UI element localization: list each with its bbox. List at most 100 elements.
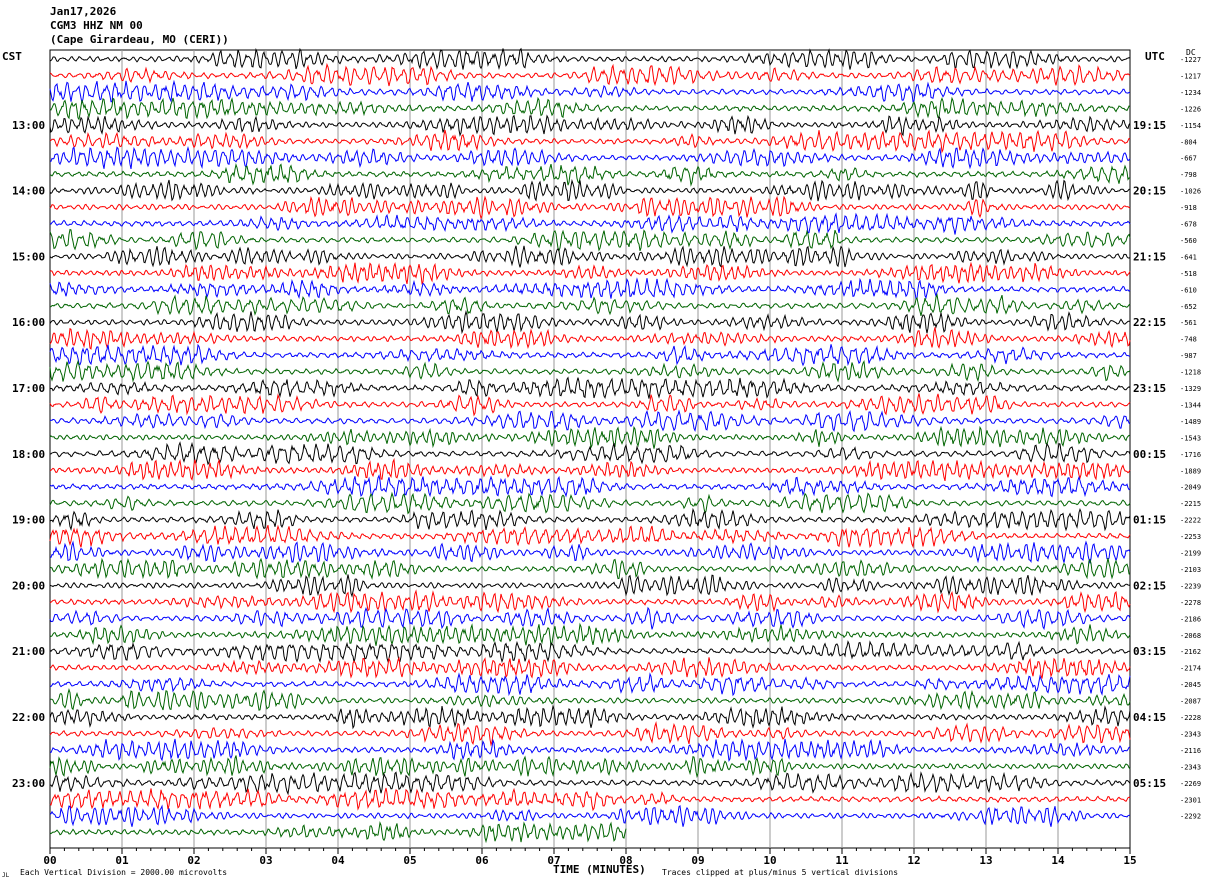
x-tick-label: 15 xyxy=(1123,854,1136,867)
seismic-trace xyxy=(49,557,1131,581)
credit-mark: JL xyxy=(2,872,10,879)
left-hour-label: 13:00 xyxy=(12,119,45,132)
seismic-trace xyxy=(49,114,1131,137)
seismic-trace xyxy=(49,195,1131,220)
right-hour-label: 19:15 xyxy=(1133,119,1166,132)
dc-offset-label: -678 xyxy=(1180,221,1197,229)
dc-offset-label: -561 xyxy=(1180,319,1197,327)
seismic-trace xyxy=(50,441,1131,466)
dc-offset-label: -2174 xyxy=(1180,665,1201,673)
dc-offset-label: -987 xyxy=(1180,352,1197,360)
x-tick-label: 01 xyxy=(115,854,129,867)
header-date: Jan17,2026 xyxy=(50,5,117,18)
dc-offset-header: DC xyxy=(1186,48,1196,57)
seismic-trace xyxy=(49,687,1131,711)
left-timezone-label: CST xyxy=(2,50,22,63)
dc-offset-label: -2215 xyxy=(1180,500,1201,508)
right-hour-label: 23:15 xyxy=(1133,382,1166,395)
dc-offset-label: -748 xyxy=(1180,336,1197,344)
x-tick-label: 11 xyxy=(835,854,849,867)
seismic-trace xyxy=(49,787,1131,812)
seismic-trace xyxy=(49,62,1131,87)
dc-offset-label: -1026 xyxy=(1180,188,1201,196)
left-hour-label: 21:00 xyxy=(12,645,45,658)
dc-offset-label: -798 xyxy=(1180,171,1197,179)
x-axis-label: TIME (MINUTES) xyxy=(553,863,646,876)
right-hour-label: 02:15 xyxy=(1133,579,1166,592)
dc-offset-label: -1543 xyxy=(1180,434,1201,442)
left-hour-label: 19:00 xyxy=(12,514,45,527)
scale-note: Each Vertical Division = 2000.00 microvo… xyxy=(20,868,228,877)
seismic-trace xyxy=(49,821,627,844)
seismic-trace xyxy=(49,228,1131,253)
dc-offset-label: -2343 xyxy=(1180,763,1201,771)
seismic-trace xyxy=(49,457,1131,482)
seismic-trace xyxy=(50,771,1131,796)
dc-offset-label: -2343 xyxy=(1180,730,1201,738)
x-tick-label: 08 xyxy=(619,854,632,867)
dc-offset-label: -560 xyxy=(1180,237,1197,245)
left-hour-label: 23:00 xyxy=(12,777,45,790)
seismic-trace xyxy=(49,343,1131,367)
right-hour-label: 22:15 xyxy=(1133,316,1166,329)
x-tick-label: 09 xyxy=(691,854,704,867)
seismic-trace xyxy=(49,640,1131,664)
seismic-trace xyxy=(49,507,1131,532)
seismic-trace xyxy=(49,409,1131,433)
x-tick-label: 05 xyxy=(403,854,416,867)
clip-note: Traces clipped at plus/minus 5 vertical … xyxy=(662,868,899,877)
seismic-trace xyxy=(49,704,1131,730)
dc-offset-label: -2116 xyxy=(1180,747,1201,755)
seismic-trace xyxy=(49,293,1131,317)
dc-offset-label: -2162 xyxy=(1180,648,1201,656)
x-tick-label: 07 xyxy=(547,854,560,867)
dc-offset-label: -610 xyxy=(1180,286,1197,294)
x-tick-label: 00 xyxy=(43,854,56,867)
dc-offset-label: -1344 xyxy=(1180,401,1201,409)
seismic-trace xyxy=(49,491,1131,515)
seismic-trace xyxy=(49,755,1131,779)
dc-offset-label: -1234 xyxy=(1180,89,1201,97)
left-hour-label: 16:00 xyxy=(12,316,45,329)
dc-offset-label: -2087 xyxy=(1180,698,1201,706)
right-hour-label: 01:15 xyxy=(1133,514,1166,527)
dc-offset-label: -918 xyxy=(1180,204,1197,212)
seismic-trace xyxy=(49,277,1131,300)
header-location: (Cape Girardeau, MO (CERI)) xyxy=(50,33,229,46)
seismic-trace xyxy=(49,656,1131,679)
x-tick-label: 10 xyxy=(763,854,776,867)
seismic-trace xyxy=(49,79,1131,103)
dc-offset-label: -1154 xyxy=(1180,122,1201,130)
dc-offset-label: -518 xyxy=(1180,270,1197,278)
dc-offset-label: -2199 xyxy=(1180,550,1201,558)
left-hour-label: 20:00 xyxy=(12,579,45,592)
dc-offset-label: -1217 xyxy=(1180,72,1201,80)
dc-offset-label: -1716 xyxy=(1180,451,1201,459)
dc-offset-label: -2239 xyxy=(1180,582,1201,590)
seismic-trace xyxy=(49,721,1131,747)
seismic-trace xyxy=(49,212,1131,235)
dc-offset-label: -641 xyxy=(1180,253,1197,261)
seismic-trace xyxy=(49,376,1131,399)
dc-offset-label: -2301 xyxy=(1180,796,1201,804)
header-station: CGM3 HHZ NM 00 xyxy=(50,19,143,32)
seismic-trace xyxy=(49,162,1131,187)
x-tick-label: 12 xyxy=(907,854,920,867)
dc-offset-label: -2068 xyxy=(1180,632,1201,640)
dc-offset-label: -1889 xyxy=(1180,467,1201,475)
dc-offset-label: -2269 xyxy=(1180,780,1201,788)
seismic-trace xyxy=(49,309,1131,335)
dc-offset-label: -652 xyxy=(1180,303,1197,311)
x-tick-label: 13 xyxy=(979,854,992,867)
dc-offset-label: -2292 xyxy=(1180,813,1201,821)
seismic-trace xyxy=(49,804,1131,827)
dc-offset-label: -2253 xyxy=(1180,533,1201,541)
x-tick-label: 04 xyxy=(331,854,345,867)
right-hour-label: 00:15 xyxy=(1133,448,1166,461)
seismic-trace xyxy=(49,574,1131,598)
seismic-trace xyxy=(49,524,1131,549)
dc-offset-label: -2049 xyxy=(1180,484,1201,492)
right-hour-label: 21:15 xyxy=(1133,250,1166,263)
x-tick-label: 02 xyxy=(187,854,200,867)
